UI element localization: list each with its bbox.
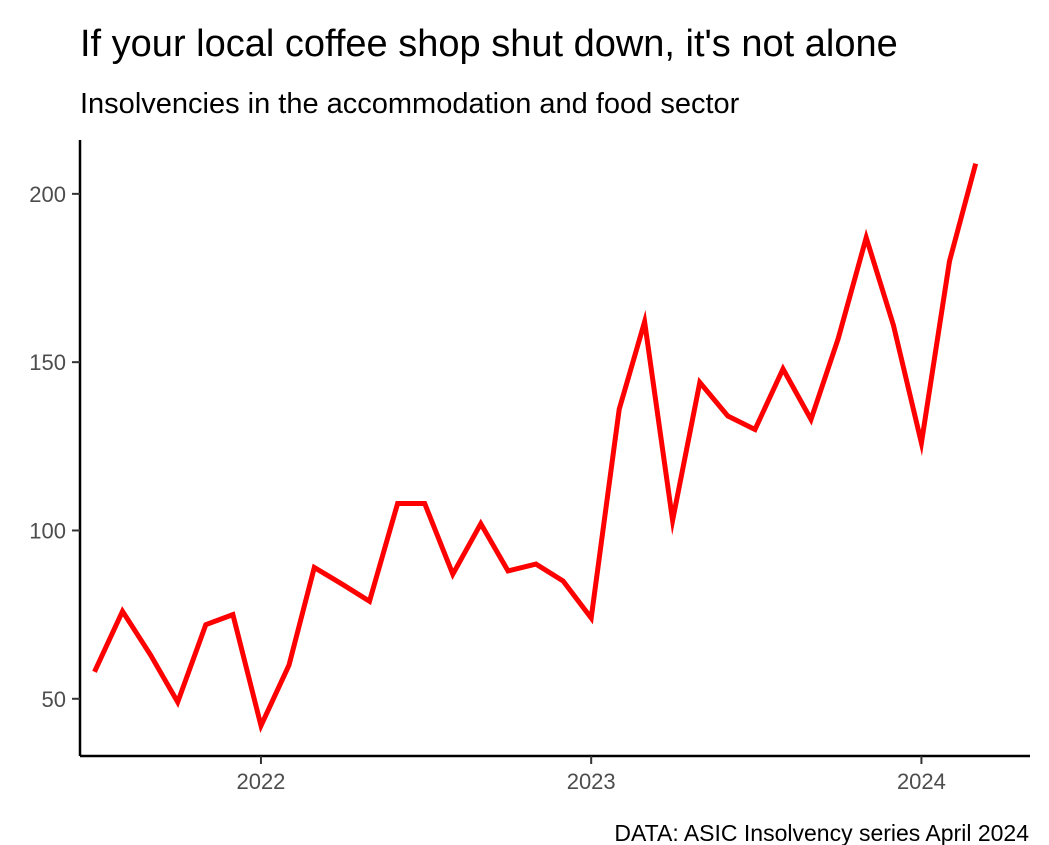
y-axis: 50 100 150 200 [29,140,82,756]
x-tick-label: 2024 [897,769,946,794]
y-axis-ticks: 50 100 150 200 [29,182,80,712]
chart-subtitle: Insolvencies in the accommodation and fo… [80,88,740,120]
x-tick-label: 2022 [236,769,285,794]
x-tick-label: 2023 [567,769,616,794]
chart-title: If your local coffee shop shut down, it'… [80,23,898,65]
series-line [92,162,979,734]
chart-caption: DATA: ASIC Insolvency series April 2024 [614,820,1029,845]
x-axis: 2022 2023 2024 [80,754,1030,794]
y-tick-label: 200 [29,182,66,207]
y-tick-label: 150 [29,350,66,375]
y-tick-label: 50 [42,687,66,712]
x-axis-ticks: 2022 2023 2024 [236,756,946,794]
plot-area [92,162,979,734]
y-tick-label: 100 [29,518,66,543]
